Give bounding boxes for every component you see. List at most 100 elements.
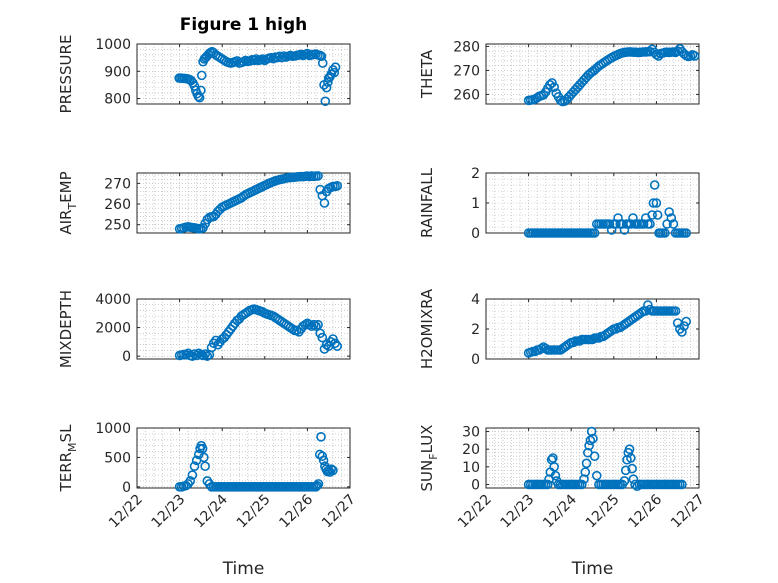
y-tick-label: 280 [453,39,480,55]
plot-border [136,43,351,105]
data-point [589,451,600,462]
x-tick-label: 12/23 [149,492,189,532]
data-point [619,476,630,486]
data-point [632,481,643,492]
x-tick-label: 12/23 [498,492,538,532]
y-axis-label-7: SUNFLUX [418,425,440,492]
x-tick-label: 12/27 [319,492,359,532]
data-point [311,482,321,492]
data-point [620,465,631,476]
data-point [651,198,662,208]
data-point [628,474,639,484]
x-tick-label: 12/22 [106,492,146,532]
data-point [580,467,591,477]
data-point [313,319,323,330]
y-tick-label: 0 [122,349,131,365]
data-point [321,82,332,93]
data-point [317,451,328,462]
y-tick-label: 1000 [95,421,131,437]
y-tick-label: 800 [104,92,131,108]
x-tick-label: 12/25 [234,492,274,532]
data-point [329,67,340,78]
data-point [636,307,647,318]
x-axis-label-left: Time [222,559,265,579]
data-point [308,319,319,330]
data-point [311,321,321,331]
y-tick-label: 0 [471,477,480,493]
data-point [588,433,598,444]
data-point [549,82,559,92]
y-tick-label: 10 [462,460,480,476]
y-tick-label: 0 [471,352,480,368]
data-point [318,455,329,466]
data-point [193,91,204,102]
subplot-terr-msl: 0 500 1000 12/22 12/23 12/24 12/25 12/26 12/27 TE… [57,421,359,531]
data-point [313,479,324,489]
y-tick-label: 4000 [95,292,131,308]
plot-border [136,298,351,360]
data-point [611,219,621,229]
data-point [313,171,323,181]
data-point [306,321,317,331]
data-point [681,228,692,238]
data-point [664,207,674,217]
data-point [312,480,322,491]
data-point [277,52,287,63]
data-point [647,210,657,220]
x-tick-label: 12/26 [625,491,665,531]
y-tick-label: 900 [104,64,131,80]
y-tick-label: 250 [104,218,131,234]
data-point [679,321,689,331]
plot-border [485,43,700,105]
data-point [291,325,302,336]
x-tick-label: 12/26 [276,491,316,531]
y-tick-label: 270 [453,63,480,79]
data-point [689,51,700,61]
subplot-rainfall: 0 1 2 RAINFALL [418,166,700,242]
y-tick-label: 1000 [95,37,131,53]
data-point [624,444,635,454]
y-axis-label-4: MIXDEPTH [57,290,75,368]
y-axis-label-5: H2OMIXRA [418,288,436,369]
data-point [542,479,553,490]
data-point [677,327,687,337]
x-tick-label: 12/24 [540,491,580,531]
figure-title: Figure 1 high [180,15,308,35]
data-point [185,476,196,486]
y-tick-label: 4 [471,292,480,308]
data-point [317,58,328,68]
x-tick-label: 12/24 [191,491,231,531]
y-tick-label: 270 [104,176,131,192]
y-axis-label-3: RAINFALL [418,167,436,238]
data-point [550,470,561,481]
data-point [332,181,343,191]
data-point [548,453,558,463]
data-point [328,465,338,476]
data-point [189,461,200,472]
y-axis-label-2: AIRTEMP [57,171,79,234]
data-point [330,62,341,72]
data-point [196,85,206,96]
x-tick-label: 12/27 [668,492,708,532]
data-point [604,219,615,229]
data-point [627,463,637,474]
data-point [645,219,655,229]
data-point [198,350,208,361]
y-tick-label: 260 [104,197,131,213]
y-tick-label: 1 [471,196,480,212]
data-point [323,77,333,87]
data-point [668,219,679,229]
data-point [568,337,579,348]
data-point [316,432,326,442]
x-tick-label: 12/25 [583,492,623,532]
data-point [549,462,559,472]
y-tick-label: 2 [471,166,480,182]
data-point [649,180,660,190]
data-point [326,464,337,474]
data-point [320,96,331,107]
subplot-mixdepth: 0 2000 4000 MIXDEPTH [57,290,351,368]
y-tick-label: 0 [471,226,480,242]
data-point [666,213,677,223]
data-point [626,453,636,463]
